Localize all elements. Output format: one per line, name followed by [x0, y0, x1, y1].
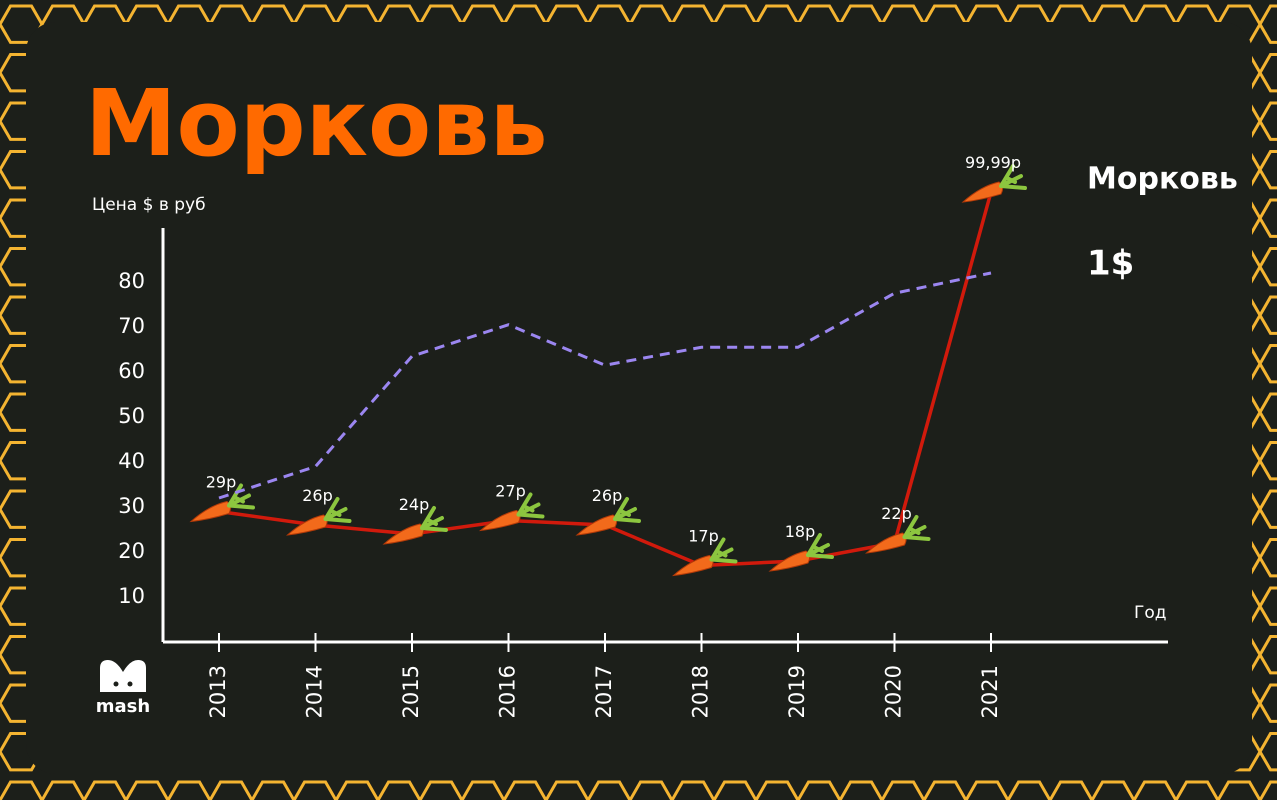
carrot-marker [961, 164, 1027, 203]
value-label: 99,99р [965, 153, 1021, 172]
y-tick-label: 10 [118, 584, 145, 608]
carrot-leaves [902, 515, 931, 541]
value-label: 26р [302, 486, 333, 505]
carrot-marker [478, 492, 545, 532]
series-line [218, 271, 992, 500]
carrot-leaves [227, 483, 255, 510]
value-label: 18р [785, 522, 816, 541]
value-label: 22р [881, 504, 912, 523]
carrot-leaves [999, 164, 1027, 191]
x-tick-label: 2013 [206, 665, 230, 718]
carrot-marker [285, 497, 352, 536]
x-tick-label: 2017 [592, 665, 616, 718]
carrot-marker [768, 533, 834, 572]
y-tick-label: 40 [118, 449, 145, 473]
value-label: 17р [688, 527, 719, 546]
y-tick-label: 20 [118, 539, 145, 563]
y-tick-label: 80 [118, 269, 145, 293]
title: Морковь [85, 70, 548, 177]
value-label: 29р [206, 473, 237, 492]
carrot-marker [671, 537, 738, 577]
x-tick-label: 2016 [496, 665, 520, 718]
x-axis-label: Год [1134, 603, 1167, 623]
carrot-leaves [516, 492, 545, 519]
carrot-marker [864, 515, 931, 554]
carrot-leaves [613, 497, 641, 523]
x-tick-label: 2020 [882, 665, 906, 718]
x-tick-label: 2018 [689, 665, 713, 718]
value-label: 27р [495, 482, 526, 501]
y-tick-label: 30 [118, 494, 145, 518]
carrot-marker [189, 483, 255, 523]
carrot-leaves [806, 533, 834, 559]
carrot-leaves [709, 537, 738, 564]
carrot-leaves [420, 506, 448, 532]
logo: mash [96, 660, 150, 717]
value-label: 26р [592, 486, 623, 505]
y-tick-label: 50 [118, 404, 145, 428]
carrot-leaves [323, 497, 352, 523]
logo-text: mash [96, 696, 150, 717]
value-label: 24р [399, 495, 430, 514]
x-tick-label: 2014 [303, 665, 327, 718]
panel [26, 22, 1252, 774]
x-tick-label: 2021 [978, 665, 1002, 718]
carrot-marker [575, 497, 641, 536]
legend-label: 1$ [1087, 244, 1134, 284]
y-axis-label: Цена $ в руб [92, 195, 206, 215]
legend-label: Морковь [1087, 162, 1238, 197]
y-tick-label: 70 [118, 314, 145, 338]
carrot-marker [382, 506, 448, 545]
x-tick-label: 2015 [399, 665, 423, 718]
y-tick-label: 60 [118, 359, 145, 383]
x-tick-label: 2019 [785, 665, 809, 718]
